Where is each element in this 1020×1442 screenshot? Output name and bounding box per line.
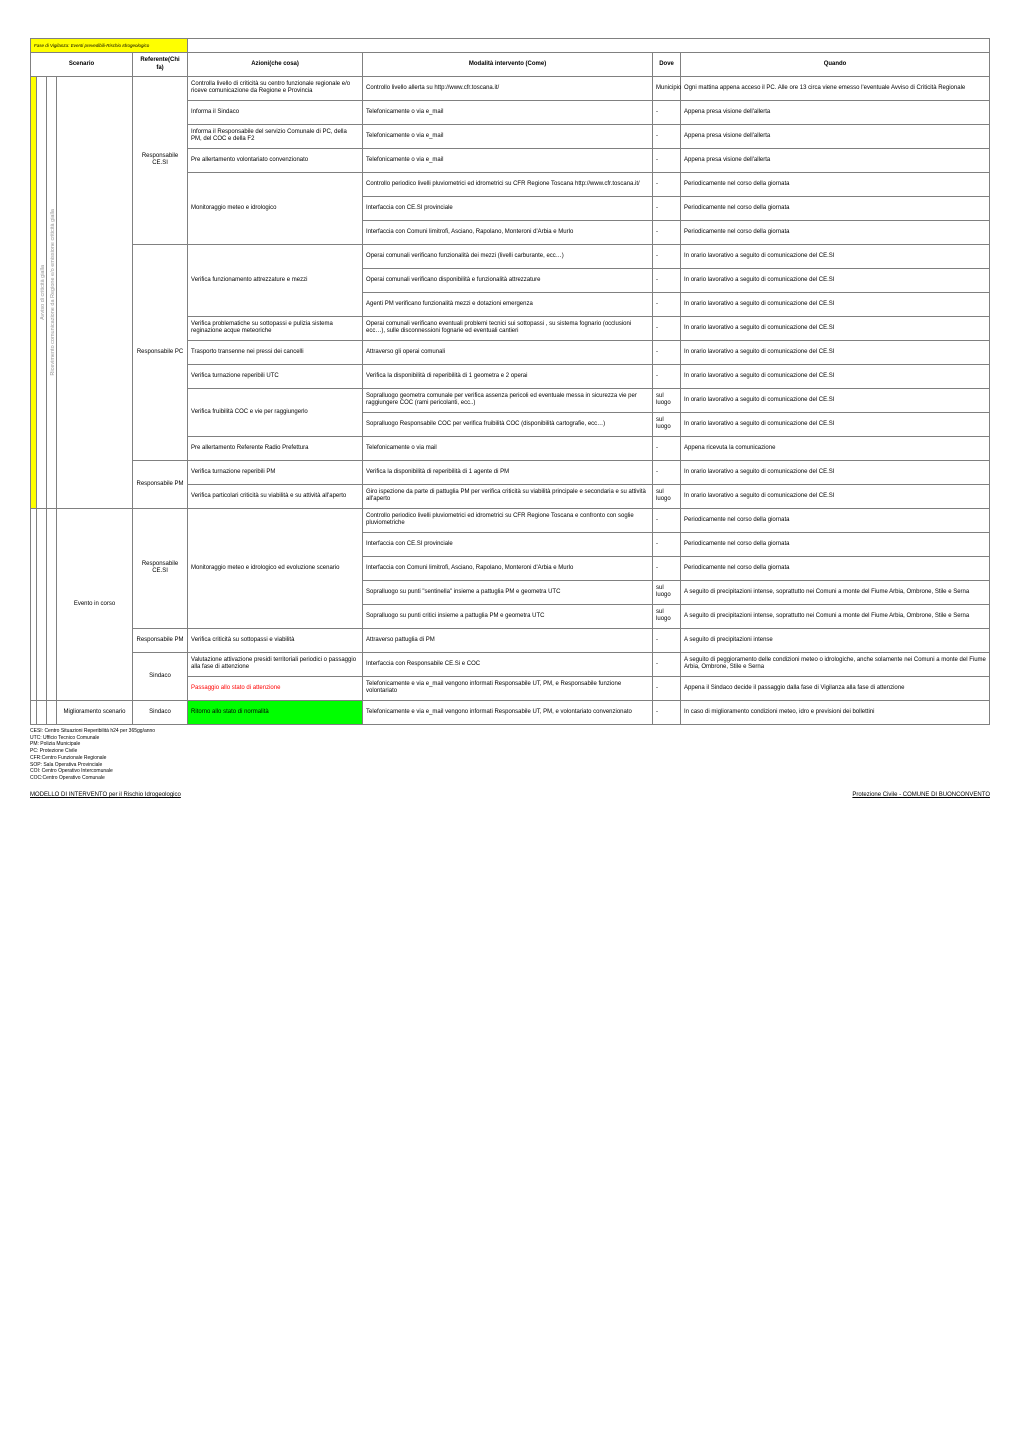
cell-green-normalita: Ritorno allo stato di normalità <box>188 700 363 724</box>
th-modalita: Modalità intervento (Come) <box>363 53 653 76</box>
fase-row: Fase di Vigilanza: Eventi prevedibili-Ri… <box>31 39 990 53</box>
referente-pm: Responsabile PM <box>133 460 188 508</box>
th-referente: Referente(Chi fa) <box>133 53 188 76</box>
footer-left: MODELLO DI INTERVENTO per il Rischio Idr… <box>30 792 181 798</box>
vert-label-1: Avviso di criticità gialla <box>37 76 47 508</box>
referente-pm-2: Responsabile PM <box>133 628 188 652</box>
cell-dove: Municipio <box>653 76 681 100</box>
cell-quando: Ogni mattina appena acceso il PC. Alle o… <box>681 76 990 100</box>
scenario-miglioramento: Miglioramento scenario <box>57 700 133 724</box>
table-row: Miglioramento scenario Sindaco Ritorno a… <box>31 700 990 724</box>
referente-cesi-2: Responsabile CE.SI <box>133 508 188 628</box>
cell-azioni: Controlla livello di criticità su centro… <box>188 76 363 100</box>
table-row: Responsabile PC Verifica funzionamento a… <box>31 244 990 268</box>
table-row: Avviso di criticità gialla Ricevimento c… <box>31 76 990 100</box>
scenario-cell-blank <box>57 76 133 508</box>
referente-sindaco: Sindaco <box>133 652 188 700</box>
table-row: Responsabile PM Verifica criticità su so… <box>31 628 990 652</box>
cell-red-attenzione: Passaggio allo stato di attenzione <box>188 676 363 700</box>
legend: CESI: Centro Situazioni Reperibilità h24… <box>30 728 990 782</box>
th-azioni: Azioni(che cosa) <box>188 53 363 76</box>
header-row: Scenario Referente(Chi fa) Azioni(che co… <box>31 53 990 76</box>
vert-label-2: Ricevimento comunicazione da Regione e/o… <box>47 76 57 508</box>
scenario-evento: Evento in corso <box>57 508 133 700</box>
th-scenario: Scenario <box>31 53 133 76</box>
th-dove: Dove <box>653 53 681 76</box>
table-row: Evento in corso Responsabile CE.SI Monit… <box>31 508 990 532</box>
cell-modalita: Controllo livello allerta su http://www.… <box>363 76 653 100</box>
main-table: Fase di Vigilanza: Eventi prevedibili-Ri… <box>30 38 990 725</box>
referente-sindaco-2: Sindaco <box>133 700 188 724</box>
fase-label: Fase di Vigilanza: Eventi prevedibili-Ri… <box>31 39 188 53</box>
footer-right: Protezione Civile - COMUNE DI BUONCONVEN… <box>852 792 990 798</box>
table-row: Sindaco Valutazione attivazione presidi … <box>31 652 990 676</box>
table-row: Responsabile PM Verifica turnazione repe… <box>31 460 990 484</box>
referente-pc: Responsabile PC <box>133 244 188 460</box>
th-quando: Quando <box>681 53 990 76</box>
referente-cesi: Responsabile CE.SI <box>133 76 188 244</box>
footer: MODELLO DI INTERVENTO per il Rischio Idr… <box>30 792 990 798</box>
